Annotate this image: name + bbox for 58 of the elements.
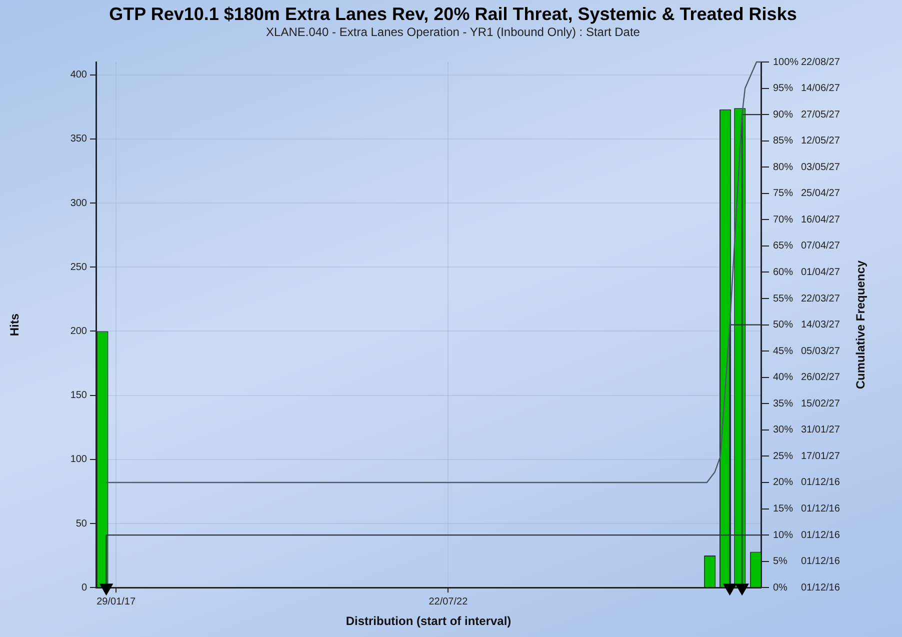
y2-tick-label: 15% [773,504,794,515]
y2-tick-label: 0% [773,582,788,594]
text: 22/08/27 [801,56,840,68]
y2-tick-label: 25% [773,450,794,462]
text: 15/02/27 [801,398,840,410]
y-tick-label: 400 [70,70,88,81]
y2-tick-label: 20% [773,477,794,488]
y2-tick-label: 10% [773,530,794,541]
y2-tick-label: 35% [773,398,794,410]
text: 26/02/27 [801,372,840,384]
y2-tick-label: 50% [773,320,794,331]
text: 03/05/27 [801,162,840,173]
y2-tick-label: 75% [773,188,794,200]
text: 31/01/27 [801,424,840,436]
y2-tick-label: 40% [773,372,794,384]
text: 14/06/27 [801,83,840,94]
y-tick-label: 150 [70,390,88,402]
chart-title: GTP Rev10.1 $180m Extra Lanes Rev, 20% Rail Threat, Systemic & Treated Risks [109,4,797,24]
y2-tick-label: 85% [773,136,794,147]
y2-tick-label: 70% [773,214,794,226]
y-tick-label: 200 [70,326,88,337]
text: 25/04/27 [801,188,840,200]
y-tick-label: 100 [70,454,88,466]
x-tick-label: 22/07/22 [428,596,468,608]
text: 05/03/27 [801,346,840,357]
y2-tick-label: 55% [773,293,794,304]
chart-subtitle: XLANE.040 - Extra Lanes Operation - YR1 (Inbound Only) : Start Date [266,25,640,40]
y2-tick-label: 95% [773,83,794,94]
y2-tick-label: 45% [773,346,794,357]
text: 17/01/27 [801,450,840,462]
text: 07/04/27 [801,240,840,252]
y-tick-label: 0 [81,582,88,594]
y-axis-title: Hits [8,313,22,336]
y2-tick-label: 60% [773,266,794,278]
y-tick-label: 50 [76,518,88,530]
y2-tick-label: 30% [773,424,794,436]
text: 22/03/27 [801,293,840,304]
text: 16/04/27 [801,214,840,226]
y-tick-label: 250 [70,262,88,273]
y2-tick-label: 5% [773,556,788,568]
text: 01/12/16 [801,582,840,594]
text: 12/05/27 [801,136,840,147]
y2-tick-label: 80% [773,162,794,173]
y2-axis-title: Cumulative Frequency [853,260,868,390]
y-tick-label: 300 [70,198,88,209]
text: 01/12/16 [801,530,840,541]
y2-tick-label: 100% [773,56,799,68]
text: 01/12/16 [801,477,840,488]
text: 01/04/27 [801,266,840,278]
text: 01/12/16 [801,556,840,568]
y2-tick-label: 90% [773,109,794,120]
y-tick-label: 350 [70,134,88,145]
x-tick-label: 29/01/17 [96,596,136,608]
text: 27/05/27 [801,109,840,120]
text: 01/12/16 [801,504,840,515]
y2-tick-label: 65% [773,240,794,252]
text: 14/03/27 [801,320,840,331]
x-axis-title: Distribution (start of interval) [346,614,512,628]
